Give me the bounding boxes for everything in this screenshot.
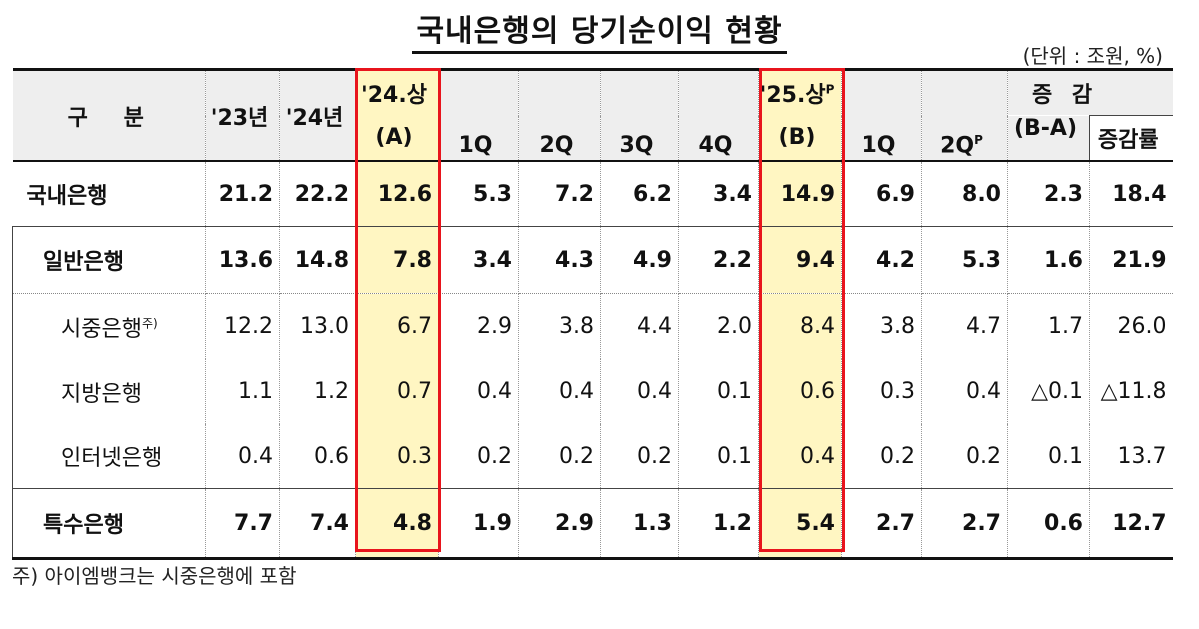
header-2024-q4: 4Q bbox=[678, 68, 759, 162]
header-change-abs: (B-A) bbox=[1007, 115, 1090, 162]
unit-label: (단위 : 조원, %) bbox=[1022, 44, 1163, 68]
header-2025-q2: 2QP bbox=[921, 68, 1008, 162]
row-label: 국내은행 bbox=[12, 161, 206, 227]
table-row: 일반은행 13.6 14.8 7.8 3.4 4.3 4.9 2.2 9.4 4… bbox=[12, 226, 1173, 294]
header-2024-q1: 1Q bbox=[438, 68, 519, 162]
row-label: 특수은행 bbox=[12, 488, 206, 560]
row-label: 인터넷은행 bbox=[12, 424, 206, 489]
header-change-rate: 증감률 bbox=[1088, 115, 1173, 162]
table-row: 국내은행 21.2 22.2 12.6 5.3 7.2 6.2 3.4 14.9… bbox=[12, 161, 1173, 227]
row-label: 일반은행 bbox=[12, 226, 206, 294]
net-income-table: 구 분 '23년 '24년 '24.상 1Q 2Q 3Q 4Q '25.상P 1… bbox=[12, 68, 1173, 560]
table-row: 지방은행 1.1 1.2 0.7 0.4 0.4 0.4 0.1 0.6 0.3… bbox=[12, 359, 1173, 424]
header-2024-q2: 2Q bbox=[518, 68, 601, 162]
footnote: 주) 아이엠뱅크는 시중은행에 포함 bbox=[12, 564, 297, 588]
page-title: 국내은행의 당기순이익 현황 bbox=[0, 6, 1199, 54]
header-2024h1-label: (A) bbox=[355, 115, 439, 162]
table-row: 시중은행주) 12.2 13.0 6.7 2.9 3.8 4.4 2.0 8.4… bbox=[12, 293, 1173, 359]
table-row: 특수은행 7.7 7.4 4.8 1.9 2.9 1.3 1.2 5.4 2.7… bbox=[12, 488, 1173, 560]
header-category: 구 분 bbox=[12, 68, 206, 162]
header-2024: '24년 bbox=[279, 68, 356, 162]
row-label: 시중은행주) bbox=[12, 293, 206, 359]
header-2024-q3: 3Q bbox=[600, 68, 679, 162]
header-2025h1: '25.상P bbox=[758, 68, 842, 116]
header-2024h1: '24.상 bbox=[355, 68, 439, 116]
header-2023: '23년 bbox=[205, 68, 280, 162]
header-2025h1-label: (B) bbox=[758, 115, 842, 162]
table-row: 인터넷은행 0.4 0.6 0.3 0.2 0.2 0.2 0.1 0.4 0.… bbox=[12, 424, 1173, 489]
header-2025-q1: 1Q bbox=[841, 68, 922, 162]
row-label: 지방은행 bbox=[12, 359, 206, 424]
header-change-group: 증 감 bbox=[1007, 68, 1173, 116]
